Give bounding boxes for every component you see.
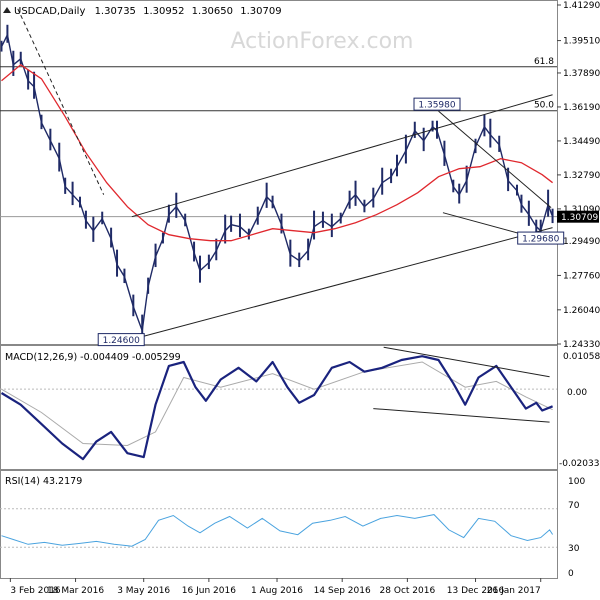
- channel-lower-trendline: [142, 227, 553, 338]
- price-tick-label: 1.32790: [563, 171, 600, 181]
- macd-upper-trendline: [383, 346, 550, 378]
- ohlc-low: 1.30650: [192, 6, 233, 17]
- price-tick-label: 1.26040: [563, 306, 600, 316]
- price-annotation-label: 1.29680: [522, 235, 559, 245]
- watermark: ActionForex.com: [231, 29, 414, 54]
- trendlines: [17, 8, 553, 338]
- price-tick-label: 1.34490: [563, 137, 600, 147]
- triangle-icon: [3, 7, 11, 13]
- rsi-axis-0: 0: [568, 569, 574, 579]
- fib-level-label: 61.8: [534, 57, 554, 67]
- macd-signal-line: [1, 361, 553, 447]
- price-annotation-label: 1.35980: [418, 101, 455, 111]
- rsi-line: [1, 514, 554, 547]
- macd-axis-zero: 0.00: [567, 388, 587, 398]
- last-price-box: [557, 210, 599, 223]
- early-downtrend-trendline: [17, 8, 105, 195]
- macd-axis: 0.010587 0.00 -0.020338: [559, 352, 600, 469]
- channel-upper-trendline: [131, 94, 553, 218]
- price-annotations: 1.24600 1.35980 1.29680: [97, 97, 565, 347]
- date-tick-label: 1 Aug 2016: [251, 586, 303, 596]
- rsi-axis-30: 30: [568, 544, 580, 554]
- date-tick-label: 28 Oct 2016: [380, 586, 436, 596]
- price-tick-label: 1.24330: [563, 340, 600, 350]
- rsi-panel: [0, 470, 558, 579]
- macd-panel: [0, 345, 558, 470]
- price-tick-label: 1.39510: [563, 37, 600, 47]
- price-annotation-box: [413, 97, 461, 111]
- rsi-axis: 100 70 30 0: [568, 477, 585, 579]
- macd-axis-top: 0.010587: [563, 352, 600, 362]
- price-tick-label: 1.29490: [563, 237, 600, 247]
- date-tick-label: 14 Sep 2016: [314, 586, 371, 596]
- price-line: [0, 32, 554, 331]
- price-axis: 1.41290 1.39510 1.37890 1.36190 1.34490 1.327…: [557, 1, 600, 350]
- price-tick-label: 1.36190: [563, 103, 600, 113]
- date-tick-label: 3 May 2016: [117, 586, 170, 596]
- rsi-label: RSI(14) 43.2179: [5, 476, 82, 487]
- ohlc-high: 1.30952: [143, 6, 184, 17]
- macd-line: [0, 355, 554, 461]
- price-annotation-label: 1.24600: [103, 336, 140, 346]
- moving-average-line: [1, 63, 553, 242]
- price-series: [0, 24, 554, 344]
- ohlc-open: 1.30735: [95, 6, 136, 17]
- price-tick-label: 1.31090: [563, 205, 600, 215]
- macd-series: [0, 346, 557, 461]
- date-tick-label: 18 Mar 2016: [47, 586, 104, 596]
- date-tick-label: 26 Jan 2017: [487, 586, 541, 596]
- macd-label: MACD(12,26,9) -0.004409 -0.005299: [5, 352, 181, 363]
- symbol-label: USDCAD,Daily: [14, 6, 85, 17]
- price-annotation-box: [517, 231, 565, 245]
- price-tick-label: 1.41290: [563, 1, 600, 11]
- macd-axis-bottom: -0.020338: [559, 459, 600, 469]
- price-header: USDCAD,Daily 1.30735 1.30952 1.30650 1.3…: [3, 6, 282, 17]
- price-tick-label: 1.37890: [563, 69, 600, 79]
- date-tick-label: 13 Dec 2016: [447, 586, 505, 596]
- rsi-axis-70: 70: [568, 501, 580, 511]
- macd-lower-trendline: [373, 408, 550, 423]
- price-tick-label: 1.27760: [563, 271, 600, 281]
- price-panel: [0, 0, 558, 345]
- wedge-upper-trendline: [438, 110, 552, 209]
- date-tick-label: 3 Feb 2016: [10, 586, 61, 596]
- rsi-series: [0, 508, 557, 548]
- rsi-axis-100: 100: [568, 477, 585, 487]
- ohlc-close: 1.30709: [240, 6, 281, 17]
- svg-text:USDCAD,Daily 1.30735: USDCAD,Daily 1.30735 1.30952 1.30650 1.3…: [14, 6, 282, 17]
- last-price-label: 1.30709: [561, 213, 598, 223]
- fib-level-label: 50.0: [534, 101, 554, 111]
- price-annotation-box: [97, 333, 145, 347]
- date-tick-label: 16 Jun 2016: [182, 586, 236, 596]
